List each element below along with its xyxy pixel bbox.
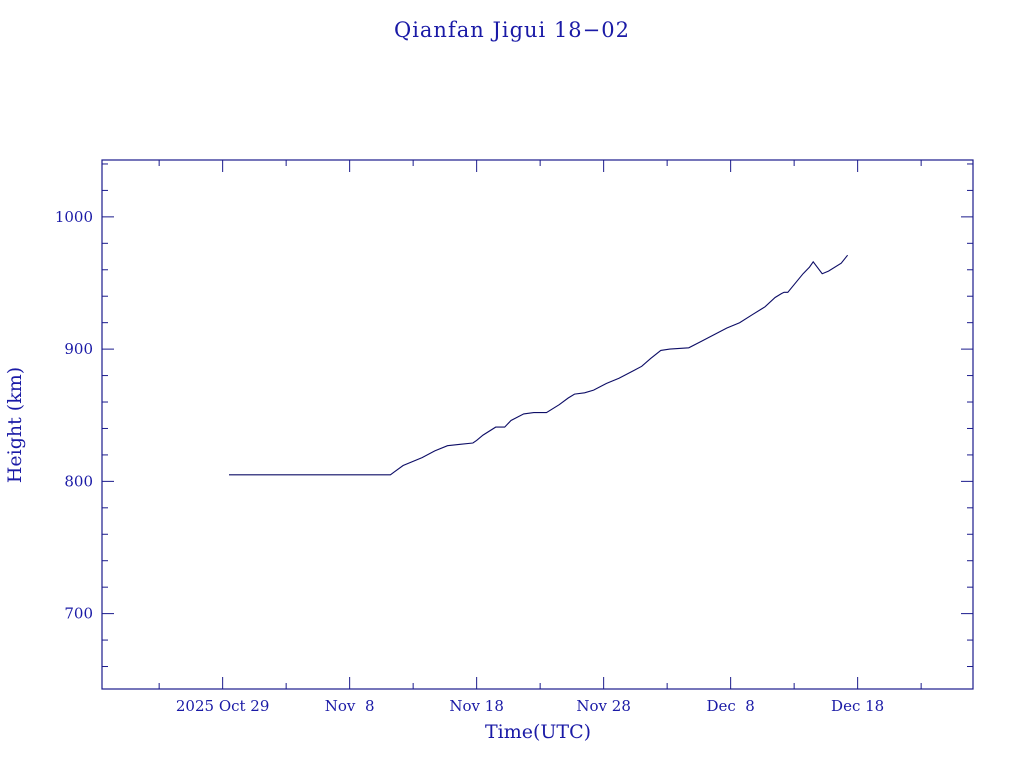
chart-title: Qianfan Jigui 18−02 [394, 18, 630, 42]
y-tick-label: 900 [64, 340, 93, 358]
x-tick-label: 2025 Oct 29 [176, 697, 270, 715]
x-tick-label: Nov 8 [325, 697, 375, 715]
x-axis-label: Time(UTC) [485, 721, 591, 743]
x-tick-label: Dec 8 [706, 697, 754, 715]
plot-frame [101, 159, 974, 690]
x-tick-label: Nov 18 [449, 697, 504, 715]
x-tick-label: Dec 18 [831, 697, 884, 715]
axis-ticks [102, 160, 973, 689]
axis-tick-labels: 2025 Oct 29 Nov 8 Nov 18 Nov 28 Dec 8 Dec 18 7… [55, 208, 884, 715]
y-axis-label: Height (km) [4, 367, 26, 483]
y-tick-label: 800 [64, 472, 93, 490]
x-tick-label: Nov 28 [576, 697, 631, 715]
y-tick-label: 1000 [55, 208, 93, 226]
y-tick-label: 700 [64, 605, 93, 623]
height-series-line [229, 254, 849, 476]
